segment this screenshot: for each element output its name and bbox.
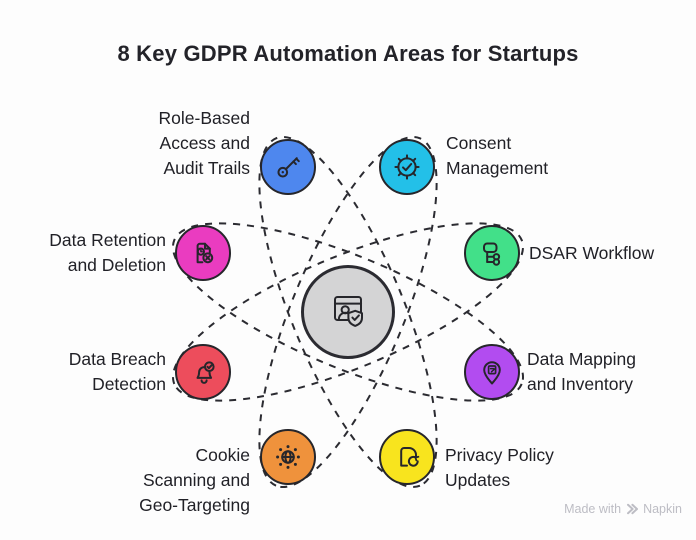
node-data-mapping [464,344,520,400]
browser-user-shield-icon [334,296,363,327]
label-data-retention: Data Retention and Deletion [49,230,166,275]
page-title: 8 Key GDPR Automation Areas for Startups [117,41,579,66]
map-pin-document-icon [483,361,501,385]
workflow-branch-icon [483,242,501,266]
watermark-brand: Napkin [643,502,682,516]
orbit-ellipse [258,135,438,489]
napkin-logo-icon [627,503,639,515]
orbit-ellipse [171,222,525,402]
document-refresh-icon [400,447,420,467]
globe-dots-icon [276,445,300,469]
label-privacy-policy: Privacy Policy Updates [445,445,554,490]
label-cookie-scanning: Cookie Scanning and Geo-Targeting [139,445,250,515]
orbit-ellipse [171,222,525,402]
label-data-mapping: Data Mapping and Inventory [527,349,636,394]
gear-check-icon [394,154,420,180]
label-role-based-access: Role-Based Access and Audit Trails [158,108,250,178]
napkin-watermark[interactable]: Made with Napkin [564,502,682,516]
node-data-retention [175,225,231,281]
label-dsar-workflow: DSAR Workflow [529,243,655,263]
orbit-ellipse [258,135,438,489]
bell-check-icon [196,361,215,384]
node-role-based-access [260,139,316,195]
label-consent-management: Consent Management [446,133,549,178]
file-clock-delete-icon [196,242,214,264]
center-node [301,265,395,359]
watermark-prefix: Made with [564,502,622,516]
node-dsar-workflow [464,225,520,281]
node-cookie-scanning [260,429,316,485]
key-icon [277,157,300,178]
label-data-breach: Data Breach Detection [68,349,166,394]
node-privacy-policy [379,429,435,485]
node-data-breach [175,344,231,400]
node-consent-management [379,139,435,195]
